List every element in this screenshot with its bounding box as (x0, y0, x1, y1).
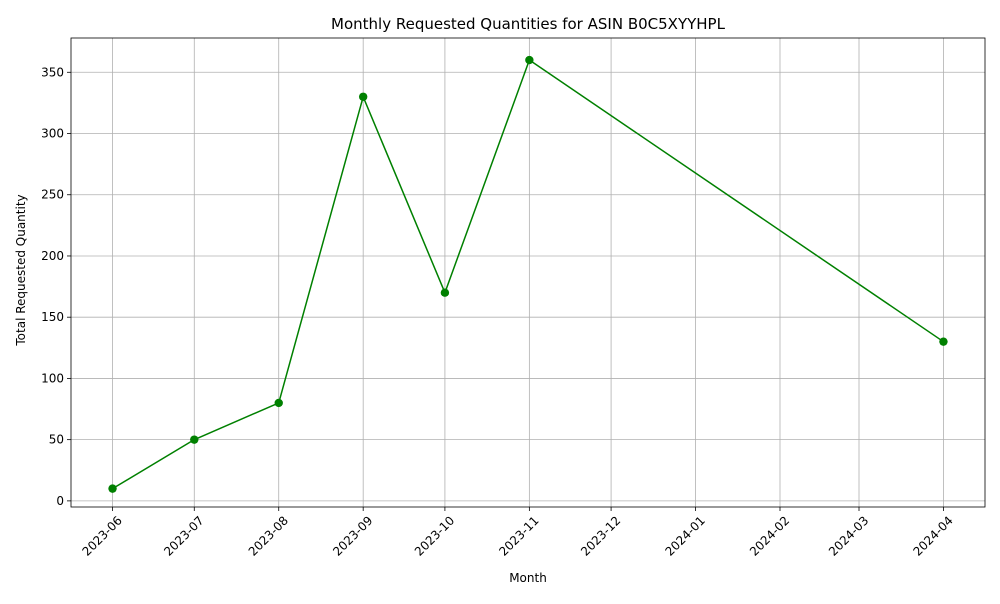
data-point (358, 92, 368, 101)
y-tick-label: 150 (41, 310, 64, 324)
x-axis-label: Month (509, 571, 547, 585)
data-point (108, 484, 117, 493)
plot-frame (70, 37, 986, 508)
grid (71, 38, 985, 507)
y-tick-label: 350 (41, 65, 64, 79)
data-point (274, 398, 283, 408)
y-axis: 0 50 100 150 200 250 300 350 (41, 65, 71, 508)
data-point (440, 288, 450, 297)
series-layer (108, 55, 948, 493)
y-tick-label: 250 (41, 188, 64, 202)
data-point (525, 55, 534, 65)
y-tick-label: 50 (49, 433, 64, 447)
y-axis-label: Total Requested Quantity (14, 194, 28, 346)
y-tick-label: 100 (41, 371, 64, 385)
y-tick-label: 200 (41, 249, 64, 263)
chart-title: Monthly Requested Quantities for ASIN B0… (331, 15, 726, 33)
data-point (939, 337, 948, 346)
y-tick-label: 300 (41, 127, 64, 141)
y-tick-label: 0 (56, 494, 64, 508)
data-point (190, 435, 199, 444)
